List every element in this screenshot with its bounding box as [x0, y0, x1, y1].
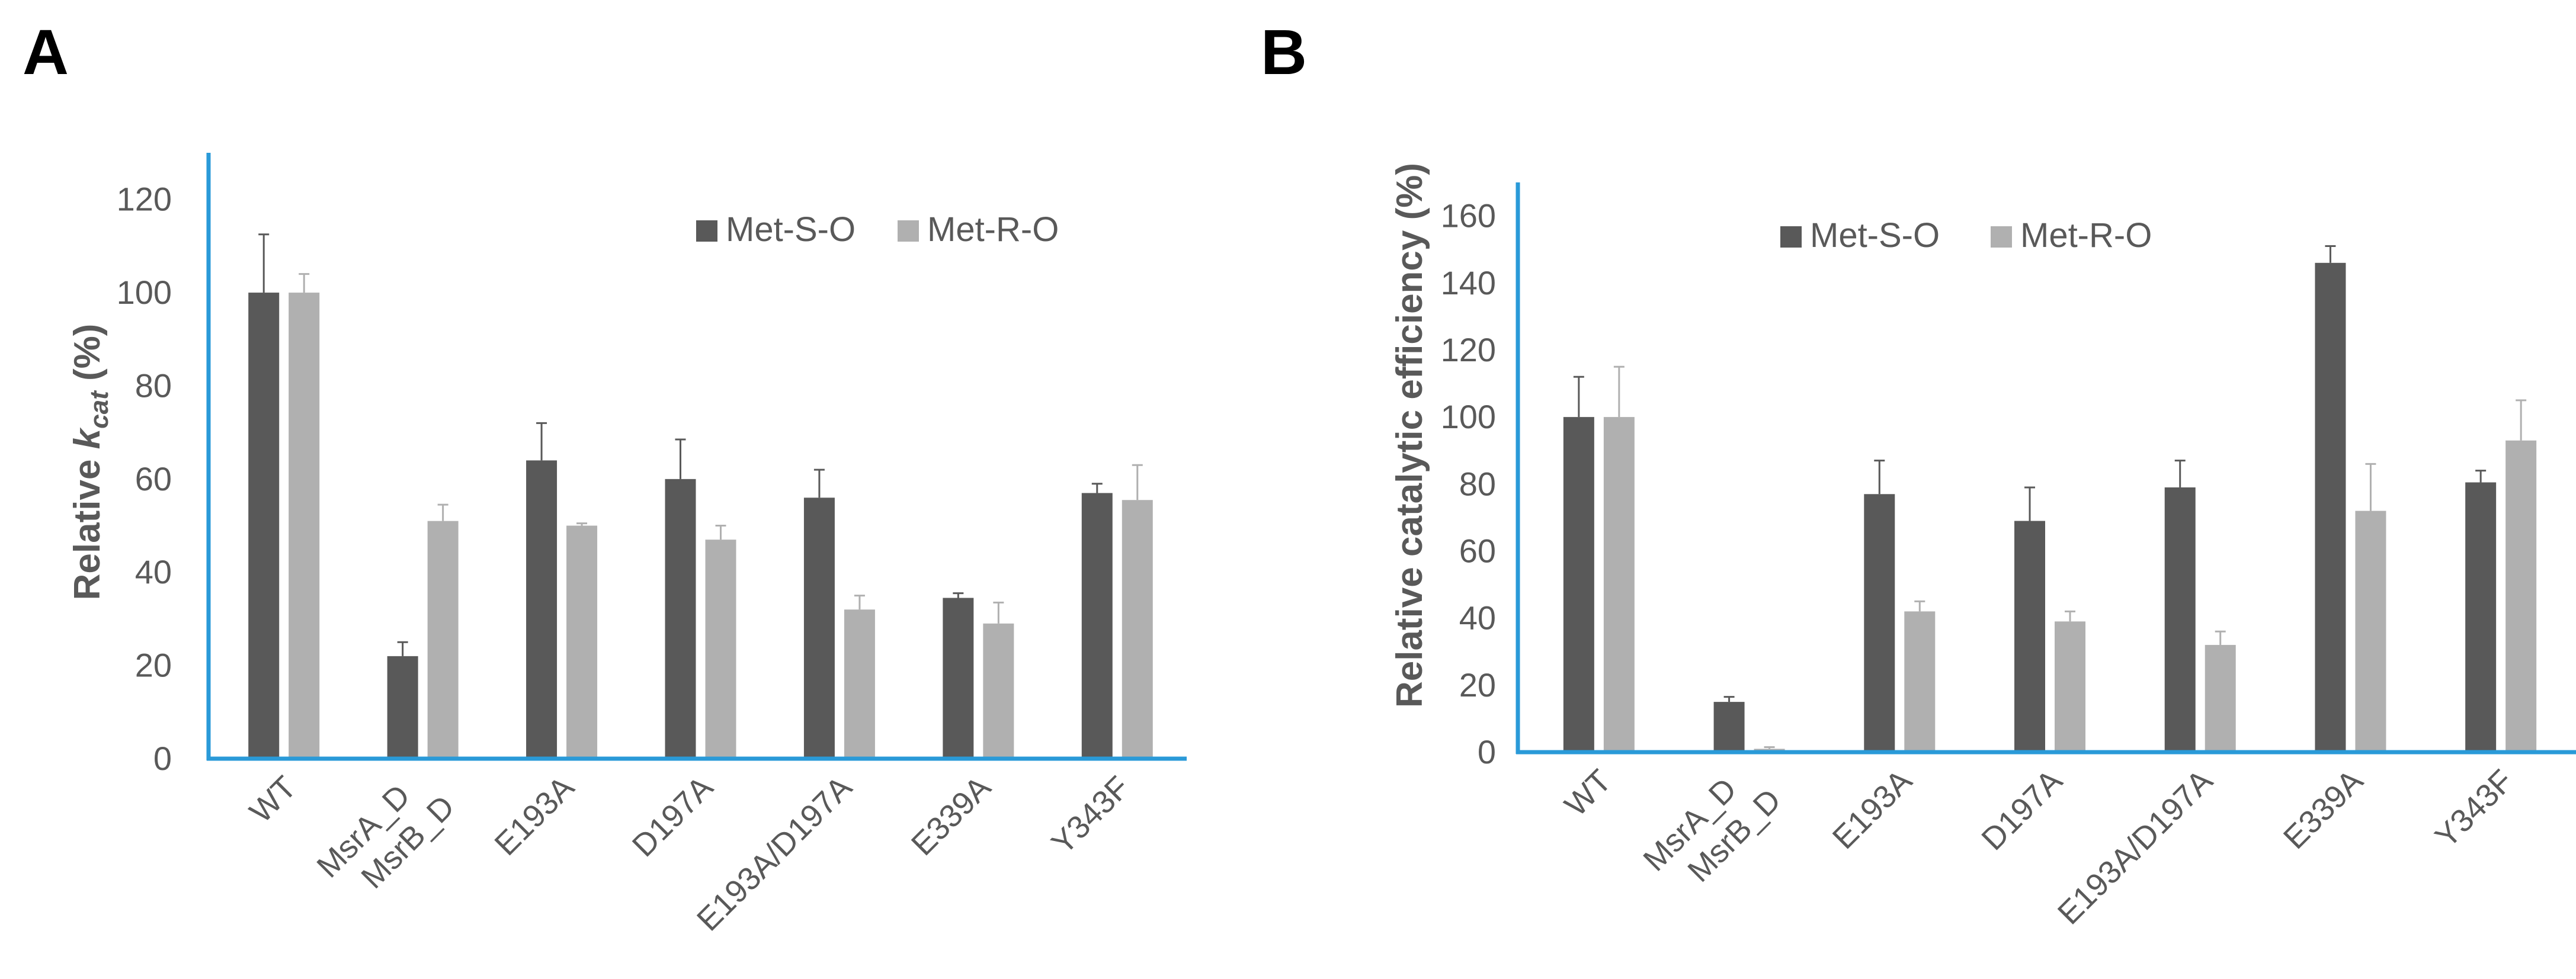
y-tick-label: 100 [117, 274, 172, 311]
legend-swatch-met-r-o [898, 220, 919, 242]
x-category-label: MsrA_DMsrB_D [1636, 755, 1787, 906]
x-category-label: WT [243, 769, 303, 830]
bar-met-r-o [2205, 644, 2236, 752]
legend-label-met-s-o: Met-S-O [726, 210, 856, 249]
x-category-label: D197A [1975, 763, 2069, 857]
panel-b-chart: 0 20 40 60 80 100 120 140 160 WT MsrA_DMsrB_D E193A… [1389, 163, 2576, 931]
x-category-label-line: Y343F [1045, 769, 1136, 861]
legend-label-met-r-o: Met-R-O [2020, 216, 2152, 255]
panel-a-y-axis-title: Relative kcat (%) [67, 324, 114, 601]
y-tick-label: 80 [135, 367, 172, 404]
bar-met-s-o [2164, 487, 2196, 752]
bar-met-r-o [2355, 511, 2386, 752]
bar-met-r-o [844, 609, 875, 759]
bar-met-s-o [248, 293, 280, 759]
bar-met-s-o [387, 656, 418, 759]
x-category-label: E339A [2277, 763, 2370, 856]
y-tick-label: 80 [1459, 465, 1496, 502]
bar-met-r-o [1904, 611, 1936, 752]
y-tick-label: 0 [153, 740, 172, 777]
panel-a-label: A [23, 16, 69, 88]
x-category-label-line: WT [1558, 763, 1619, 823]
x-category-label-line: Y343F [2428, 763, 2520, 855]
bar-met-r-o [2505, 440, 2537, 752]
bar-met-r-o [289, 293, 320, 759]
y-tick-label: 140 [1441, 264, 1496, 301]
bar-met-r-o [1603, 417, 1635, 752]
bar-met-s-o [665, 479, 696, 759]
y-tick-label: 40 [135, 553, 172, 590]
y-tick-label: 60 [135, 460, 172, 497]
bar-met-r-o [427, 521, 459, 759]
bar-met-s-o [526, 460, 558, 759]
bar-met-s-o [1713, 702, 1745, 752]
panel-b-label: B [1261, 16, 1307, 88]
bar-met-s-o [803, 497, 835, 759]
x-category-label: MsrA_DMsrB_D [310, 761, 461, 912]
y-tick-label: 100 [1441, 398, 1496, 435]
x-category-label: E339A [905, 769, 998, 862]
y-tick-label: 40 [1459, 599, 1496, 637]
bar-met-s-o [1563, 417, 1594, 752]
x-category-label: E193A [1826, 763, 1919, 856]
y-tick-label: 0 [1478, 733, 1496, 771]
legend-label-met-r-o: Met-R-O [927, 210, 1059, 249]
x-category-label-line: D197A [626, 769, 720, 864]
panel-a-y-axis-title-k: k [67, 426, 108, 449]
bar-met-s-o [1081, 493, 1113, 759]
x-category-label-line: E339A [2277, 763, 2370, 856]
x-category-label: Y343F [2428, 763, 2520, 855]
bar-met-r-o [566, 525, 598, 759]
y-tick-label: 20 [135, 647, 172, 684]
panel-a-chart: 0 20 40 60 80 100 120 WT MsrA_DMsrB_D E193A D197A E… [67, 153, 1187, 938]
x-category-label: Y343F [1045, 769, 1136, 861]
legend-swatch-met-s-o [696, 220, 717, 242]
x-category-label-line: E193A [1826, 763, 1919, 856]
bar-met-r-o [1122, 500, 1153, 759]
x-category-label-line: E193A [488, 769, 581, 862]
x-category-label-line: E339A [905, 769, 998, 862]
x-category-label-line: D197A [1975, 763, 2069, 857]
bar-met-s-o [943, 598, 974, 759]
bar-met-r-o [2055, 621, 2085, 752]
bar-met-s-o [1864, 494, 1895, 752]
y-tick-label: 60 [1459, 532, 1496, 569]
y-tick-label: 160 [1441, 197, 1496, 235]
panel-b-y-axis-title: Relative catalytic efficiency (%) [1389, 163, 1430, 708]
legend-label-met-s-o: Met-S-O [1810, 216, 1940, 255]
bar-met-s-o [2315, 262, 2346, 752]
x-category-label: D197A [626, 769, 720, 864]
bar-met-s-o [2465, 482, 2497, 752]
bar-met-r-o [705, 540, 736, 759]
panel-a-y-axis-title-sub: cat [85, 390, 114, 429]
y-tick-label: 120 [1441, 331, 1496, 368]
bar-met-r-o [983, 623, 1014, 759]
x-category-label: E193A [488, 769, 581, 862]
x-category-label-line: WT [243, 769, 303, 830]
panel-a-y-axis-title-prefix: Relative [67, 449, 108, 600]
panel-a-y-axis-title-suffix: (%) [67, 324, 108, 391]
x-category-label: E193A/D197A [2051, 763, 2219, 931]
legend-swatch-met-s-o [1780, 226, 1802, 248]
y-tick-label: 120 [117, 181, 172, 218]
x-category-label: WT [1558, 763, 1619, 823]
legend-swatch-met-r-o [1991, 226, 2012, 248]
bar-met-s-o [2014, 521, 2045, 752]
y-tick-label: 20 [1459, 666, 1496, 704]
x-category-label-line: E193A/D197A [2051, 763, 2219, 931]
